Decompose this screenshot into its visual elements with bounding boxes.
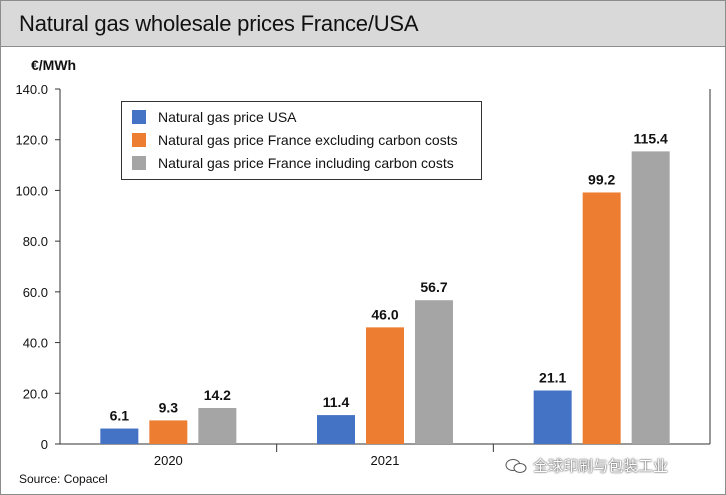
legend-label-usa: Natural gas price USA: [158, 109, 297, 125]
source-note: Source: Copacel: [19, 472, 108, 486]
bar: [149, 420, 188, 444]
bar-value-label: 21.1: [539, 369, 566, 385]
chart-title: Natural gas wholesale prices France/USA: [19, 11, 419, 36]
bar-value-label: 6.1: [110, 408, 130, 424]
bar-value-label: 9.3: [159, 399, 179, 415]
y-tick-label: 100.0: [15, 183, 48, 198]
bar-value-label: 56.7: [420, 279, 447, 295]
bar-value-label: 99.2: [588, 171, 615, 187]
watermark-text: 全球印刷与包装工业: [533, 458, 669, 475]
legend-swatch-france-incl: [132, 156, 146, 170]
bar: [415, 300, 453, 444]
watermark: 全球印刷与包装工业: [505, 455, 668, 476]
title-bar: Natural gas wholesale prices France/USA: [1, 1, 725, 47]
legend-label-france-excl: Natural gas price France excluding carbo…: [158, 132, 458, 148]
bar: [533, 390, 572, 444]
legend-swatch-france-excl: [132, 133, 146, 147]
bar-value-label: 14.2: [204, 387, 231, 403]
y-tick-label: 60.0: [23, 285, 48, 300]
x-category-label: 2020: [154, 453, 183, 468]
legend-label-france-incl: Natural gas price France including carbo…: [158, 155, 454, 171]
bar-value-label: 11.4: [323, 394, 350, 410]
bar: [100, 428, 139, 444]
y-axis-unit-label: €/MWh: [31, 57, 77, 73]
legend-item-france-incl: Natural gas price France including carbo…: [132, 154, 454, 172]
legend-swatch-usa: [132, 110, 146, 124]
bar-value-label: 46.0: [371, 306, 398, 322]
x-category-label: 2021: [371, 453, 400, 468]
wechat-icon: [505, 458, 527, 473]
bar: [198, 407, 237, 444]
bar: [631, 151, 670, 444]
legend-item-usa: Natural gas price USA: [132, 108, 297, 126]
legend-item-france-excl: Natural gas price France excluding carbo…: [132, 131, 458, 149]
y-tick-label: 40.0: [23, 336, 48, 351]
y-tick-label: 20.0: [23, 386, 48, 401]
bar-value-label: 115.4: [634, 130, 668, 146]
bar: [366, 327, 404, 444]
bar: [317, 415, 355, 444]
chart-legend: Natural gas price USA Natural gas price …: [121, 101, 482, 180]
y-tick-label: 140.0: [15, 82, 48, 97]
bar: [582, 192, 621, 444]
y-tick-label: 0: [41, 437, 48, 452]
y-tick-label: 80.0: [23, 234, 48, 249]
y-tick-label: 120.0: [15, 133, 48, 148]
